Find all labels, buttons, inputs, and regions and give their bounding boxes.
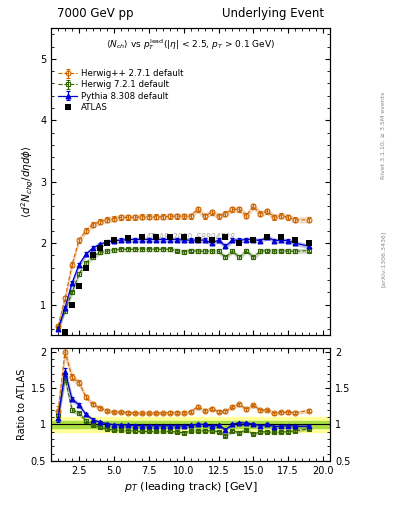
Bar [51, 421, 330, 428]
Bar [51, 417, 330, 432]
Text: $\langle N_{ch}\rangle$ vs $p_T^{\rm lead}$($|\eta|$ < 2.5, $p_T$ > 0.1 GeV): $\langle N_{ch}\rangle$ vs $p_T^{\rm lea… [106, 37, 275, 52]
Text: 7000 GeV pp: 7000 GeV pp [57, 8, 133, 20]
Legend: Herwig++ 2.7.1 default, Herwig 7.2.1 default, Pythia 8.308 default, ATLAS: Herwig++ 2.7.1 default, Herwig 7.2.1 def… [58, 69, 183, 112]
Y-axis label: $\langle d^2 N_{chg}/d\eta d\phi\rangle$: $\langle d^2 N_{chg}/d\eta d\phi\rangle$ [20, 145, 36, 218]
Text: Underlying Event: Underlying Event [222, 8, 325, 20]
X-axis label: $p_T$ (leading track) [GeV]: $p_T$ (leading track) [GeV] [124, 480, 257, 494]
Text: ATLAS_2010_S8894728: ATLAS_2010_S8894728 [145, 232, 236, 242]
Y-axis label: Ratio to ATLAS: Ratio to ATLAS [17, 369, 27, 440]
Text: [arXiv:1306.3436]: [arXiv:1306.3436] [381, 230, 386, 287]
Text: Rivet 3.1.10, ≥ 3.5M events: Rivet 3.1.10, ≥ 3.5M events [381, 92, 386, 179]
